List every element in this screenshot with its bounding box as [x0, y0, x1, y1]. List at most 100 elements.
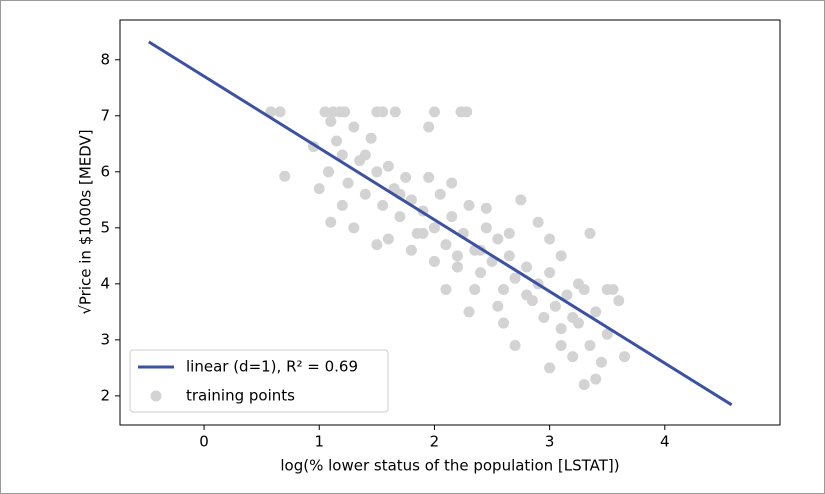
- y-tick-label: 5: [100, 218, 110, 236]
- scatter-point: [446, 211, 458, 223]
- y-tick-label: 8: [100, 50, 110, 68]
- scatter-point: [567, 351, 579, 363]
- fit-line: [148, 40, 733, 407]
- scatter-point: [521, 261, 533, 273]
- scatter-point: [578, 379, 590, 391]
- scatter-point: [336, 149, 348, 161]
- scatter-point: [274, 106, 286, 118]
- scatter-point: [279, 170, 291, 182]
- scatter-point: [331, 135, 343, 147]
- scatter-point: [584, 339, 596, 351]
- scatter-point: [434, 188, 446, 200]
- y-tick-label: 4: [100, 274, 110, 292]
- scatter-point: [405, 244, 417, 256]
- scatter-point: [377, 106, 389, 118]
- x-axis-label: log(% lower status of the population [LS…: [280, 457, 619, 475]
- scatter-point: [544, 267, 556, 279]
- y-axis-label: √Price in $1000s [MEDV]: [77, 129, 95, 314]
- scatter-point: [549, 300, 561, 312]
- scatter-point: [423, 171, 435, 183]
- scatter-point: [322, 166, 334, 178]
- y-tick-label: 7: [100, 106, 110, 124]
- scatter-point: [463, 306, 475, 318]
- x-tick-label: 4: [660, 433, 670, 451]
- scatter-point: [590, 373, 602, 385]
- scatter-point: [613, 295, 625, 307]
- scatter-point: [503, 227, 515, 239]
- scatter-point: [509, 339, 521, 351]
- scatter-point: [509, 272, 521, 284]
- scatter-point: [515, 194, 527, 206]
- scatter-point: [555, 323, 567, 335]
- scatter-point: [461, 106, 473, 118]
- scatter-point: [336, 199, 348, 211]
- scatter-point: [498, 283, 510, 295]
- scatter-point: [377, 199, 389, 211]
- scatter-point: [451, 261, 463, 273]
- scatter-point: [440, 239, 452, 251]
- scatter-point: [601, 283, 613, 295]
- scatter-point: [480, 202, 492, 214]
- scatter-point: [417, 227, 429, 239]
- scatter-point: [371, 166, 383, 178]
- scatter-point: [428, 255, 440, 267]
- legend-label: linear (d=1), R² = 0.69: [186, 358, 358, 376]
- scatter-point: [555, 250, 567, 262]
- scatter-point: [544, 362, 556, 374]
- legend-marker: [150, 390, 162, 402]
- plot-frame: [119, 19, 781, 426]
- scatter-point: [480, 222, 492, 234]
- scatter-point: [359, 149, 371, 161]
- scatter-point: [440, 283, 452, 295]
- x-tick-label: 2: [430, 433, 440, 451]
- scatter-point: [339, 106, 351, 118]
- scatter-point: [359, 188, 371, 200]
- scatter-point: [325, 115, 337, 127]
- scatter-point: [394, 211, 406, 223]
- y-tick-label: 3: [100, 330, 110, 348]
- scatter-point: [400, 171, 412, 183]
- scatter-point: [532, 216, 544, 228]
- y-tick-label: 6: [100, 162, 110, 180]
- scatter-point: [503, 250, 515, 262]
- scatter-point: [313, 183, 325, 195]
- scatter-point: [521, 289, 533, 301]
- x-tick-label: 1: [314, 433, 324, 451]
- scatter-point: [538, 311, 550, 323]
- x-tick-label: 3: [545, 433, 555, 451]
- scatter-point: [544, 233, 556, 245]
- scatter-point: [348, 222, 360, 234]
- x-tick-label: 0: [199, 433, 209, 451]
- scatter-point: [382, 160, 394, 172]
- scatter-point: [469, 283, 481, 295]
- scatter-point: [561, 289, 573, 301]
- scatter-point: [365, 132, 377, 144]
- scatter-point: [572, 278, 584, 290]
- scatter-point: [382, 233, 394, 245]
- scatter-point: [619, 351, 631, 363]
- scatter-point: [389, 106, 401, 118]
- legend-label: training points: [186, 387, 295, 405]
- scatter-point: [319, 106, 331, 118]
- scatter-point: [498, 317, 510, 329]
- scatter-point: [492, 300, 504, 312]
- scatter-point: [371, 239, 383, 251]
- scatter-point: [428, 106, 440, 118]
- scatter-point: [342, 177, 354, 189]
- scatter-point: [595, 356, 607, 368]
- scatter-point: [601, 328, 613, 340]
- scatter-point: [451, 250, 463, 262]
- scatter-point: [492, 233, 504, 245]
- scatter-point: [567, 311, 579, 323]
- scatter-point: [325, 216, 337, 228]
- scatter-point: [463, 199, 475, 211]
- scatter-point: [423, 121, 435, 133]
- scatter-point: [428, 222, 440, 234]
- scatter-point: [590, 306, 602, 318]
- scatter-point: [446, 177, 458, 189]
- y-tick-label: 2: [100, 386, 110, 404]
- scatter-point: [348, 121, 360, 133]
- legend-box: [129, 349, 389, 413]
- scatter-point: [584, 227, 596, 239]
